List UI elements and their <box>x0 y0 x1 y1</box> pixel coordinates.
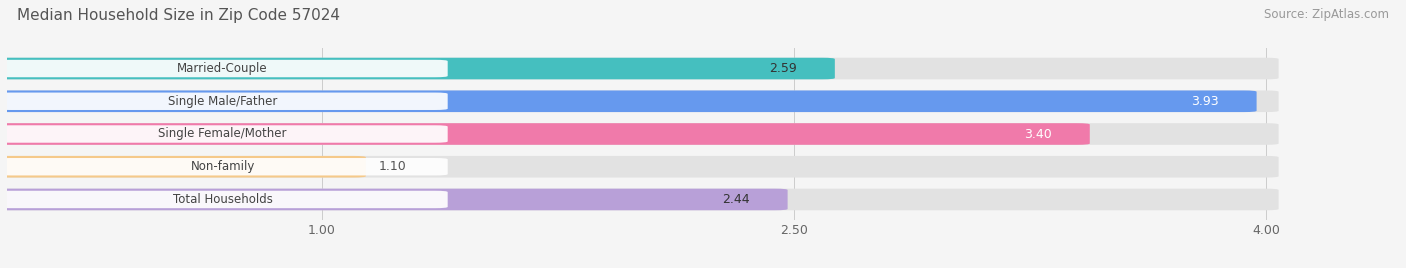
Text: 3.40: 3.40 <box>1024 128 1052 140</box>
Text: Total Households: Total Households <box>173 193 273 206</box>
FancyBboxPatch shape <box>0 123 1090 145</box>
Text: Non-family: Non-family <box>190 160 254 173</box>
Text: 2.44: 2.44 <box>723 193 749 206</box>
FancyBboxPatch shape <box>0 58 835 79</box>
Text: Median Household Size in Zip Code 57024: Median Household Size in Zip Code 57024 <box>17 8 340 23</box>
Text: Source: ZipAtlas.com: Source: ZipAtlas.com <box>1264 8 1389 21</box>
Text: Single Male/Father: Single Male/Father <box>167 95 277 108</box>
Text: Single Female/Mother: Single Female/Mother <box>159 128 287 140</box>
FancyBboxPatch shape <box>0 125 447 143</box>
Text: 3.93: 3.93 <box>1191 95 1219 108</box>
Text: 1.10: 1.10 <box>378 160 406 173</box>
FancyBboxPatch shape <box>0 58 1278 79</box>
Text: 2.59: 2.59 <box>769 62 797 75</box>
FancyBboxPatch shape <box>0 158 447 176</box>
FancyBboxPatch shape <box>0 191 447 208</box>
FancyBboxPatch shape <box>0 156 366 177</box>
FancyBboxPatch shape <box>0 91 1257 112</box>
Text: Married-Couple: Married-Couple <box>177 62 269 75</box>
FancyBboxPatch shape <box>0 189 787 210</box>
FancyBboxPatch shape <box>0 92 447 110</box>
FancyBboxPatch shape <box>0 156 1278 177</box>
FancyBboxPatch shape <box>0 60 447 77</box>
FancyBboxPatch shape <box>0 189 1278 210</box>
FancyBboxPatch shape <box>0 123 1278 145</box>
FancyBboxPatch shape <box>0 91 1278 112</box>
